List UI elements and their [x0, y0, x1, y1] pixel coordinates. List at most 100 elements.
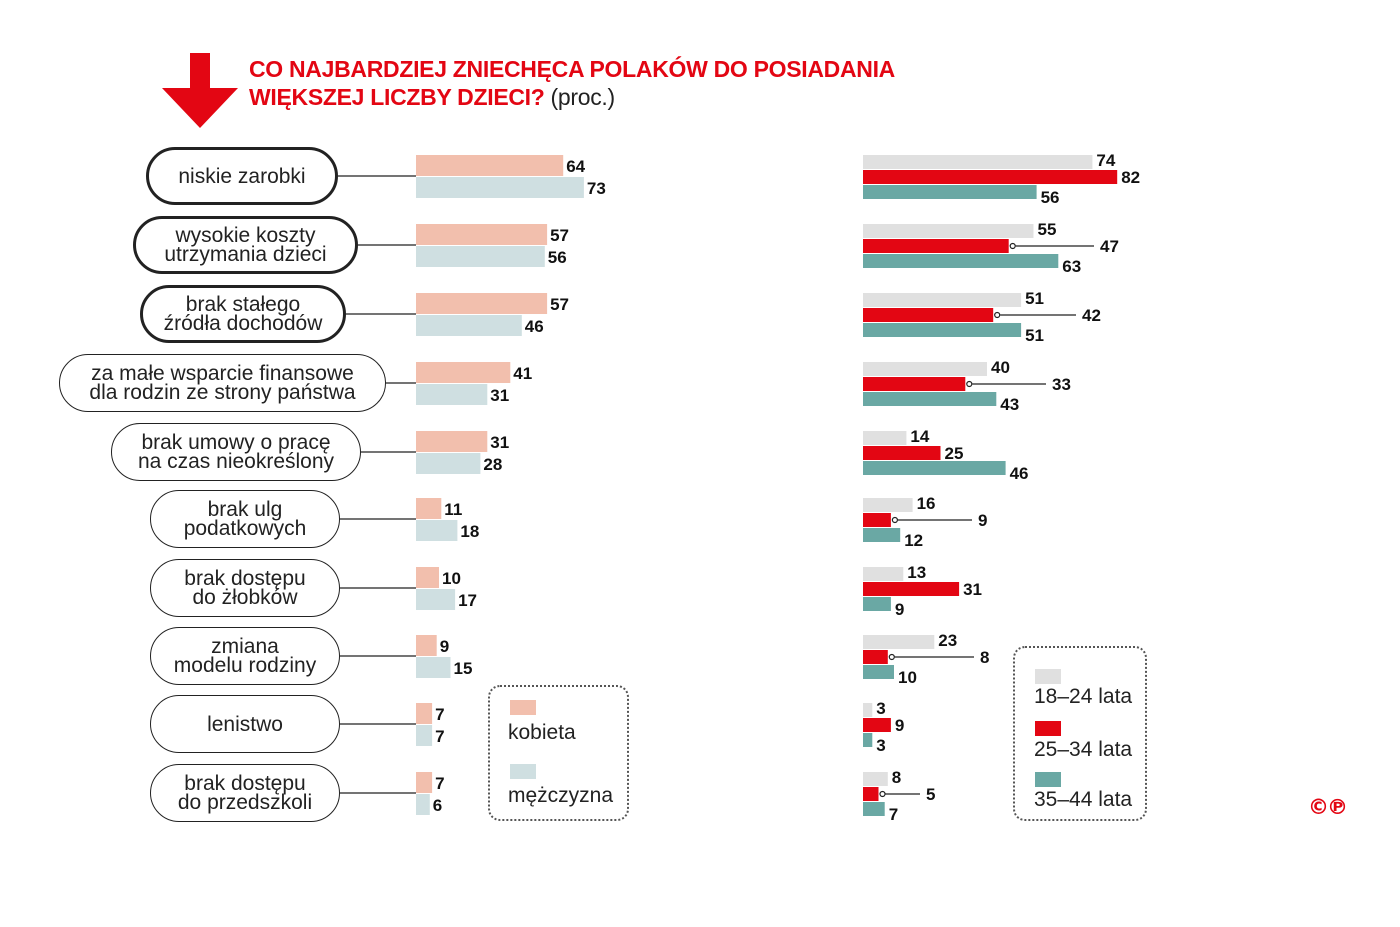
- bar-mezczyzna: [416, 315, 522, 336]
- data-label: 28: [483, 455, 502, 474]
- bar-35-44: [863, 461, 1006, 475]
- bar-mezczyzna: [416, 177, 584, 198]
- data-label: 41: [513, 364, 532, 383]
- bar-35-44: [863, 802, 885, 816]
- bar-18-24: [863, 772, 888, 786]
- legend-swatch-25-34: [1035, 721, 1061, 736]
- category-label: wysokie koszty utrzymania dzieci: [133, 216, 358, 274]
- data-label: 82: [1121, 168, 1140, 187]
- bar-kobieta: [416, 155, 564, 176]
- title-line-2: WIĘKSZEJ LICZBY DZIECI?: [249, 84, 545, 110]
- bar-25-34: [863, 582, 960, 596]
- data-label: 6: [433, 796, 442, 815]
- legend-label-25-34: 25–34 lata: [1034, 738, 1133, 761]
- bar-kobieta: [416, 635, 437, 656]
- bar-18-24: [863, 155, 1093, 169]
- legend-label-kobieta: kobieta: [508, 721, 576, 744]
- bar-25-34: [863, 718, 891, 732]
- bar-kobieta: [416, 431, 488, 452]
- bar-18-24: [863, 293, 1022, 307]
- data-label: 64: [566, 157, 585, 176]
- data-label: 31: [490, 433, 509, 452]
- bar-35-44: [863, 528, 901, 542]
- data-label: 10: [442, 569, 461, 588]
- data-label: 3: [876, 699, 885, 718]
- legend-gender: kobieta mężczyzna: [488, 685, 629, 821]
- bar-mezczyzna: [416, 246, 545, 267]
- data-label: 43: [1000, 395, 1019, 414]
- bar-18-24: [863, 362, 987, 376]
- chart-title: CO NAJBARDZIEJ ZNIECHĘCA POLAKÓW DO POSI…: [249, 55, 895, 111]
- bar-35-44: [863, 185, 1037, 199]
- data-label: 9: [895, 600, 904, 619]
- category-label: brak dostępu do przedszkoli: [150, 764, 340, 822]
- leader-dot: [891, 516, 899, 524]
- bar-18-24: [863, 567, 904, 581]
- data-label: 9: [440, 637, 449, 656]
- bar-18-24: [863, 431, 907, 445]
- data-label: 5: [926, 785, 935, 804]
- category-label: brak ulg podatkowych: [150, 490, 340, 548]
- data-label: 31: [963, 580, 982, 599]
- data-label: 73: [587, 179, 606, 198]
- data-label: 18: [460, 522, 479, 541]
- bar-kobieta: [416, 224, 548, 245]
- bar-18-24: [863, 498, 913, 512]
- data-label: 56: [548, 248, 567, 267]
- title-line-1: CO NAJBARDZIEJ ZNIECHĘCA POLAKÓW DO POSI…: [249, 56, 895, 82]
- data-label: 14: [910, 427, 929, 446]
- data-label: 15: [454, 659, 473, 678]
- bar-mezczyzna: [416, 725, 433, 746]
- bar-mezczyzna: [416, 384, 488, 405]
- category-label: brak umowy o pracę na czas nieokreślony: [111, 423, 361, 481]
- data-label: 47: [1100, 237, 1119, 256]
- bar-mezczyzna: [416, 589, 456, 610]
- data-label: 33: [1052, 375, 1071, 394]
- legend-label-18-24: 18–24 lata: [1034, 685, 1133, 708]
- legend-label-mezczyzna: mężczyzna: [508, 784, 614, 807]
- bar-kobieta: [416, 498, 442, 519]
- data-label: 42: [1082, 306, 1101, 325]
- data-label: 11: [444, 500, 462, 519]
- title-unit: (proc.): [550, 84, 616, 110]
- data-label: 40: [991, 358, 1010, 377]
- bar-mezczyzna: [416, 794, 430, 815]
- data-label: 63: [1062, 257, 1081, 276]
- bar-25-34: [863, 650, 888, 664]
- bar-35-44: [863, 392, 997, 406]
- bar-kobieta: [416, 703, 433, 724]
- data-label: 31: [490, 386, 509, 405]
- bar-35-44: [863, 665, 894, 679]
- bar-35-44: [863, 254, 1059, 268]
- data-label: 46: [1010, 464, 1029, 483]
- bar-25-34: [863, 239, 1009, 253]
- bar-25-34: [863, 446, 941, 460]
- data-label: 55: [1038, 220, 1057, 239]
- data-label: 3: [876, 736, 885, 755]
- bar-kobieta: [416, 362, 511, 383]
- copyright-logo: ©℗: [1308, 795, 1348, 819]
- data-label: 8: [892, 768, 901, 787]
- data-label: 7: [435, 774, 444, 793]
- bar-35-44: [863, 597, 891, 611]
- data-label: 25: [945, 444, 964, 463]
- leader-dot: [879, 790, 886, 798]
- legend-swatch-35-44: [1035, 772, 1061, 787]
- leader-dot: [888, 653, 895, 661]
- red-down-arrow-icon: [162, 53, 238, 128]
- bar-mezczyzna: [416, 657, 451, 678]
- bar-kobieta: [416, 567, 439, 588]
- data-label: 57: [550, 295, 569, 314]
- category-label: za małe wsparcie finansowe dla rodzin ze…: [59, 354, 386, 412]
- data-label: 13: [907, 563, 926, 582]
- bar-25-34: [863, 170, 1118, 184]
- data-label: 7: [435, 727, 444, 746]
- bar-25-34: [863, 513, 891, 527]
- data-label: 23: [938, 631, 957, 650]
- bar-18-24: [863, 224, 1034, 238]
- category-label: niskie zarobki: [146, 147, 338, 205]
- leader-dot: [994, 311, 1001, 319]
- category-label: brak stałego źródła dochodów: [140, 285, 346, 343]
- bar-25-34: [863, 308, 994, 322]
